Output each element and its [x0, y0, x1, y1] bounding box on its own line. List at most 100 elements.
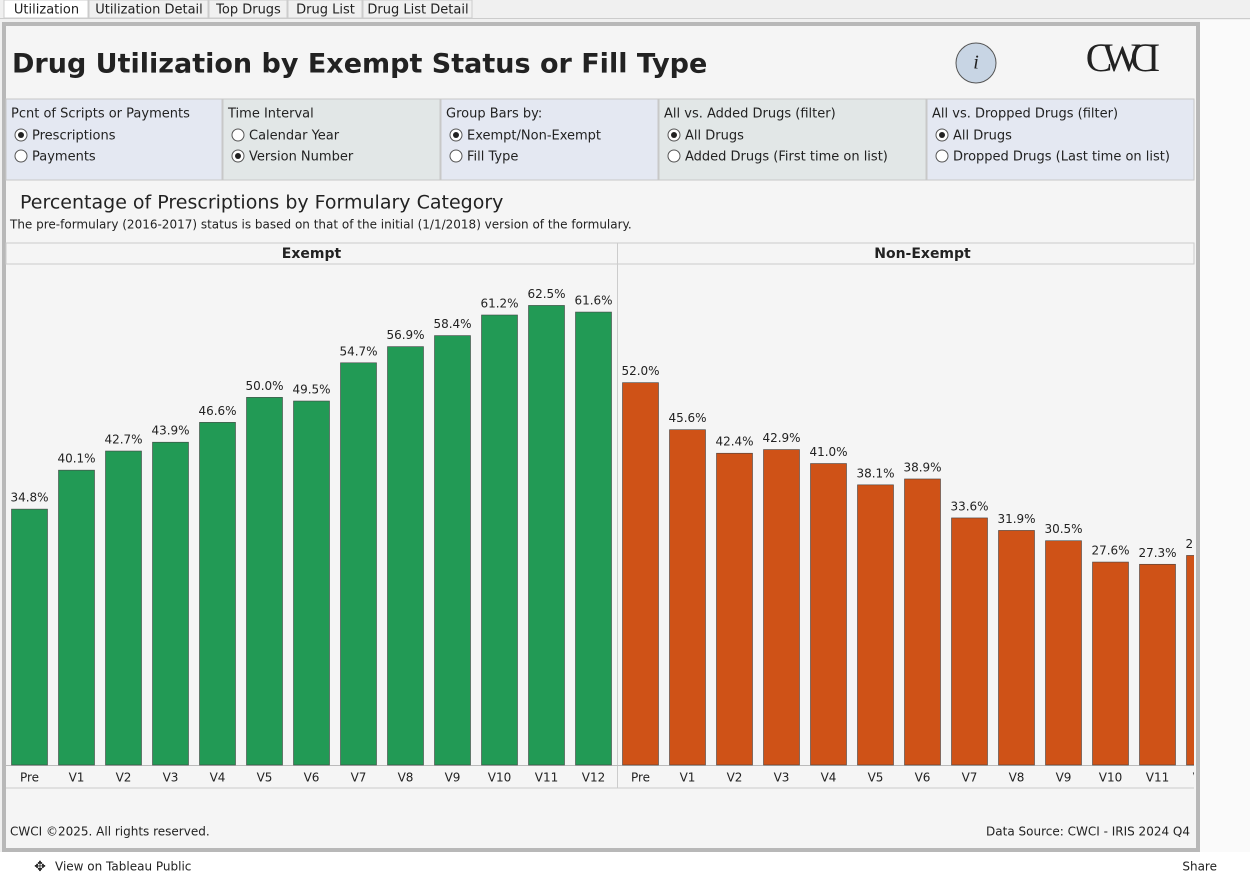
x-tick-label: V10 — [1099, 771, 1122, 785]
bar — [481, 314, 518, 766]
radio-label[interactable]: Fill Type — [467, 150, 518, 165]
data-label: 52.0% — [621, 364, 659, 378]
tab[interactable] — [362, 0, 473, 19]
radio-label[interactable]: All Drugs — [953, 129, 1012, 144]
x-tick-label: V2 — [116, 771, 132, 785]
data-label: 45.6% — [668, 411, 706, 425]
radio-dot[interactable] — [453, 132, 459, 138]
x-tick-label: V8 — [1009, 771, 1025, 785]
data-label: 42.9% — [762, 431, 800, 445]
tab-border — [0, 18, 1250, 19]
data-label: 49.5% — [292, 383, 330, 397]
bar — [622, 382, 659, 766]
x-tick-label: V7 — [962, 771, 978, 785]
data-label: 34.8% — [10, 491, 48, 505]
side — [1200, 20, 1250, 852]
bar — [1045, 540, 1082, 766]
radio-label[interactable]: Added Drugs (First time on list) — [685, 150, 888, 165]
filter-box — [5, 98, 223, 181]
data-label: 40.1% — [57, 452, 95, 466]
view-icon[interactable]: ✥ — [34, 859, 46, 875]
radio-dot[interactable] — [235, 153, 241, 159]
radio-label[interactable]: Calendar Year — [249, 129, 340, 144]
radio[interactable] — [231, 128, 245, 142]
bar — [904, 478, 941, 766]
data-label: 30.5% — [1044, 522, 1082, 536]
filter-box — [440, 98, 659, 181]
radio[interactable] — [14, 149, 28, 163]
tab-label[interactable]: Utilization Detail — [95, 3, 203, 18]
radio[interactable] — [449, 149, 463, 163]
tab[interactable] — [208, 0, 288, 19]
radio-label[interactable]: Exempt/Non-Exempt — [467, 129, 601, 144]
data-label: 46.6% — [198, 404, 236, 418]
logo: CWCI — [1086, 35, 1159, 80]
radio[interactable] — [667, 149, 681, 163]
radio-label[interactable]: Version Number — [249, 150, 354, 165]
data-label: 61.2% — [480, 297, 518, 311]
bar — [199, 422, 236, 766]
radio[interactable] — [935, 149, 949, 163]
tab[interactable] — [88, 0, 209, 19]
x-tick-label: V6 — [915, 771, 931, 785]
radio-dot[interactable] — [939, 132, 945, 138]
x-tick-label: V6 — [304, 771, 320, 785]
panel: 34.8% Pre 40.1% V1 42.7% V2 43.9% V3 46.6% V4 50.0… — [10, 287, 612, 785]
x-tick-label: V4 — [821, 771, 837, 785]
bar — [434, 335, 471, 766]
bar — [340, 362, 377, 766]
filter-title: Pcnt of Scripts or Payments — [11, 107, 190, 122]
bar — [669, 429, 706, 766]
radio-dot[interactable] — [671, 132, 677, 138]
data-label: 58.4% — [433, 317, 471, 331]
panel: 52.0% Pre 45.6% V1 42.4% V2 42.9% V3 41.0% V4 38.1… — [621, 364, 1223, 785]
radio-label[interactable]: Payments — [32, 150, 96, 165]
chart-subtitle: The pre-formulary (2016-2017) status is … — [9, 218, 632, 232]
data-label: 43.9% — [151, 424, 189, 438]
copyright: CWCI ©2025. All rights reserved. — [10, 825, 210, 839]
bar — [857, 484, 894, 766]
tab-label[interactable]: Drug List — [296, 3, 355, 18]
radio-label[interactable]: All Drugs — [685, 129, 744, 144]
data-label: 27.6% — [1091, 544, 1129, 558]
info-button[interactable] — [955, 42, 997, 84]
tab-label[interactable]: Top Drugs — [215, 3, 281, 18]
view-link[interactable]: View on Tableau Public — [55, 860, 191, 874]
radio-label[interactable]: Dropped Drugs (Last time on list) — [953, 150, 1170, 165]
title: Drug Utilization by Exempt Status or Fil… — [12, 49, 707, 80]
info-icon[interactable]: i — [973, 52, 979, 74]
x-tick-label: V11 — [535, 771, 558, 785]
data-label: 27.3% — [1138, 546, 1176, 560]
data-label: 38.9% — [903, 460, 941, 474]
data-label: 31.9% — [997, 512, 1035, 526]
tab[interactable] — [287, 0, 363, 19]
radio-label[interactable]: Prescriptions — [32, 129, 116, 144]
bar — [1092, 561, 1129, 766]
bar — [152, 441, 189, 766]
data-label: 61.6% — [574, 294, 612, 308]
chart-title: Percentage of Prescriptions by Formulary… — [20, 192, 503, 214]
radio-dot[interactable] — [18, 132, 24, 138]
panel-header: Non-Exempt — [874, 246, 971, 262]
x-tick-label: Pre — [20, 771, 39, 785]
bar — [528, 305, 565, 766]
x-tick-label: V5 — [868, 771, 884, 785]
toolbar — [0, 852, 1250, 880]
tab-label[interactable]: Drug List Detail — [367, 3, 468, 18]
bar — [387, 346, 424, 766]
bar — [998, 530, 1035, 766]
bar — [716, 452, 753, 766]
bar — [11, 508, 48, 766]
x-tick-label: V10 — [488, 771, 511, 785]
x-tick-label: V4 — [210, 771, 226, 785]
tab[interactable] — [3, 0, 89, 19]
tab-label[interactable]: Utilization — [14, 3, 79, 18]
x-tick-label: V1 — [69, 771, 85, 785]
share-button[interactable]: Share — [1182, 860, 1217, 874]
data-label: 28.5% — [1185, 537, 1223, 551]
bar — [58, 469, 95, 766]
data-label: 42.4% — [715, 435, 753, 449]
data-label: 54.7% — [339, 344, 377, 358]
